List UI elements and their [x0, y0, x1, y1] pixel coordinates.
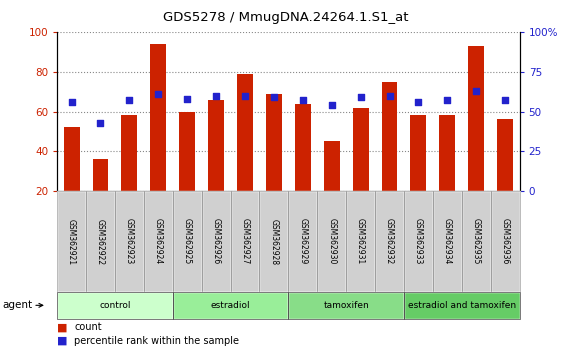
Point — [385, 93, 394, 98]
Text: estradiol and tamoxifen: estradiol and tamoxifen — [408, 301, 516, 310]
Bar — [93, 159, 108, 191]
Text: GSM362931: GSM362931 — [356, 218, 365, 265]
Point — [327, 102, 336, 108]
Point — [211, 93, 220, 98]
Bar — [122, 115, 137, 191]
Bar — [295, 103, 311, 191]
Text: percentile rank within the sample: percentile rank within the sample — [74, 336, 239, 346]
Text: GSM362935: GSM362935 — [472, 218, 481, 265]
Text: agent: agent — [3, 300, 33, 310]
Bar — [440, 115, 455, 191]
Text: GSM362933: GSM362933 — [414, 218, 423, 265]
Text: GSM362929: GSM362929 — [298, 218, 307, 265]
Point — [443, 97, 452, 103]
Point — [240, 93, 250, 98]
Point — [356, 94, 365, 100]
Text: GDS5278 / MmugDNA.24264.1.S1_at: GDS5278 / MmugDNA.24264.1.S1_at — [163, 11, 408, 24]
Text: ■: ■ — [57, 322, 67, 332]
Bar — [266, 93, 282, 191]
Text: GSM362930: GSM362930 — [327, 218, 336, 265]
Text: GSM362932: GSM362932 — [385, 218, 394, 265]
Text: ■: ■ — [57, 336, 67, 346]
Text: GSM362934: GSM362934 — [443, 218, 452, 265]
Point — [414, 99, 423, 105]
Text: GSM362922: GSM362922 — [96, 218, 105, 265]
Text: GSM362921: GSM362921 — [67, 218, 76, 265]
Point — [501, 97, 510, 103]
Bar — [179, 112, 195, 191]
Bar — [468, 46, 484, 191]
Point — [183, 96, 192, 102]
Bar — [497, 119, 513, 191]
Bar — [381, 82, 397, 191]
Text: GSM362936: GSM362936 — [501, 218, 510, 265]
Text: count: count — [74, 322, 102, 332]
Point — [270, 94, 279, 100]
Text: GSM362926: GSM362926 — [212, 218, 220, 265]
Point — [472, 88, 481, 93]
Text: GSM362925: GSM362925 — [183, 218, 192, 265]
Point — [67, 99, 76, 105]
Text: tamoxifen: tamoxifen — [323, 301, 369, 310]
Text: GSM362928: GSM362928 — [270, 218, 279, 265]
Bar — [324, 141, 340, 191]
Bar — [237, 74, 253, 191]
Point — [125, 97, 134, 103]
Bar — [150, 44, 166, 191]
Text: GSM362923: GSM362923 — [125, 218, 134, 265]
Point — [96, 120, 105, 126]
Bar — [63, 127, 79, 191]
Text: estradiol: estradiol — [211, 301, 250, 310]
Text: control: control — [99, 301, 131, 310]
Bar — [353, 108, 368, 191]
Point — [154, 91, 163, 97]
Bar — [411, 115, 427, 191]
Text: GSM362924: GSM362924 — [154, 218, 163, 265]
Text: GSM362927: GSM362927 — [240, 218, 250, 265]
Bar — [208, 99, 224, 191]
Point — [298, 97, 307, 103]
